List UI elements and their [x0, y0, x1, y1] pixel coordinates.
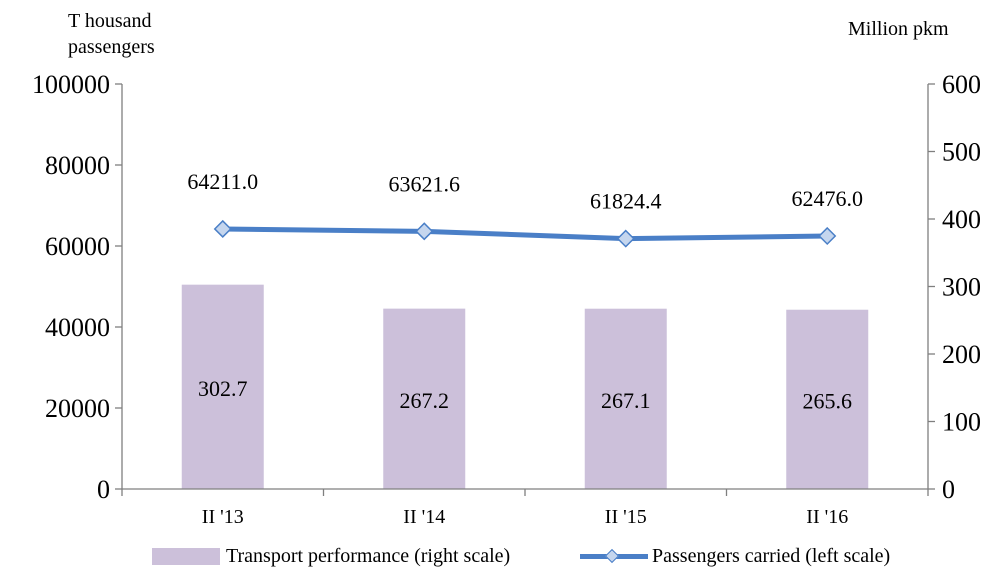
- right-axis-title: Million pkm: [848, 18, 949, 40]
- line-label-2: 61824.4: [590, 189, 662, 214]
- line-point-0: [213, 219, 232, 239]
- line-point-3: [818, 226, 837, 246]
- right-tick-label-6: 600: [942, 70, 981, 99]
- left-tick-label-3: 60000: [45, 232, 110, 261]
- left-axis-title-line-1: T housand: [68, 10, 152, 32]
- bar-label-0: 302.7: [198, 376, 248, 401]
- bar-1: [383, 308, 466, 489]
- legend-label-passengers-carried: Passengers carried (left scale): [652, 545, 891, 567]
- left-tick-label-4: 80000: [45, 151, 110, 180]
- line-label-3: 62476.0: [792, 186, 864, 211]
- line-label-0: 64211.0: [187, 169, 258, 194]
- right-tick-label-1: 100: [942, 408, 981, 437]
- x-tick-label-1: II '14: [403, 506, 445, 528]
- left-axis-title: T housand passengers: [68, 8, 208, 60]
- left-axis-title-line-2: passengers: [68, 36, 155, 58]
- bar-label-3: 265.6: [803, 388, 853, 413]
- left-tick-label-5: 100000: [32, 70, 110, 99]
- line-label-1: 63621.6: [389, 171, 461, 196]
- right-tick-label-5: 500: [942, 138, 981, 167]
- line-point-1: [415, 222, 434, 241]
- left-tick-label-0: 0: [97, 475, 110, 504]
- bar-0: [181, 284, 264, 489]
- right-tick-label-3: 300: [942, 273, 981, 302]
- legend-label-transport-performance: Transport performance (right scale): [226, 545, 511, 567]
- x-tick-label-0: II '13: [202, 506, 244, 528]
- right-tick-label-4: 400: [942, 205, 981, 234]
- line-passengers-carried: [220, 226, 830, 242]
- bar-3: [786, 309, 869, 489]
- legend-diamond-marker: [604, 548, 620, 564]
- legend-item-transport-performance: Transport performance (right scale): [152, 545, 510, 568]
- legend-item-passengers-carried: Passengers carried (left scale): [580, 545, 890, 568]
- line-point-2: [616, 229, 635, 248]
- left-tick-label-2: 40000: [45, 313, 110, 342]
- legend: Transport performance (right scale) Pass…: [0, 545, 1001, 571]
- legend-bar-swatch: [152, 548, 220, 565]
- bar-label-2: 267.1: [601, 388, 651, 413]
- x-tick-label-3: II '16: [806, 506, 848, 528]
- left-tick-label-1: 20000: [45, 394, 110, 423]
- bar-2: [584, 308, 667, 489]
- legend-line-swatch: [580, 548, 648, 565]
- bar-label-1: 267.2: [400, 388, 450, 413]
- right-tick-label-0: 0: [942, 475, 955, 504]
- x-tick-label-2: II '15: [605, 506, 647, 528]
- right-tick-label-2: 200: [942, 340, 981, 369]
